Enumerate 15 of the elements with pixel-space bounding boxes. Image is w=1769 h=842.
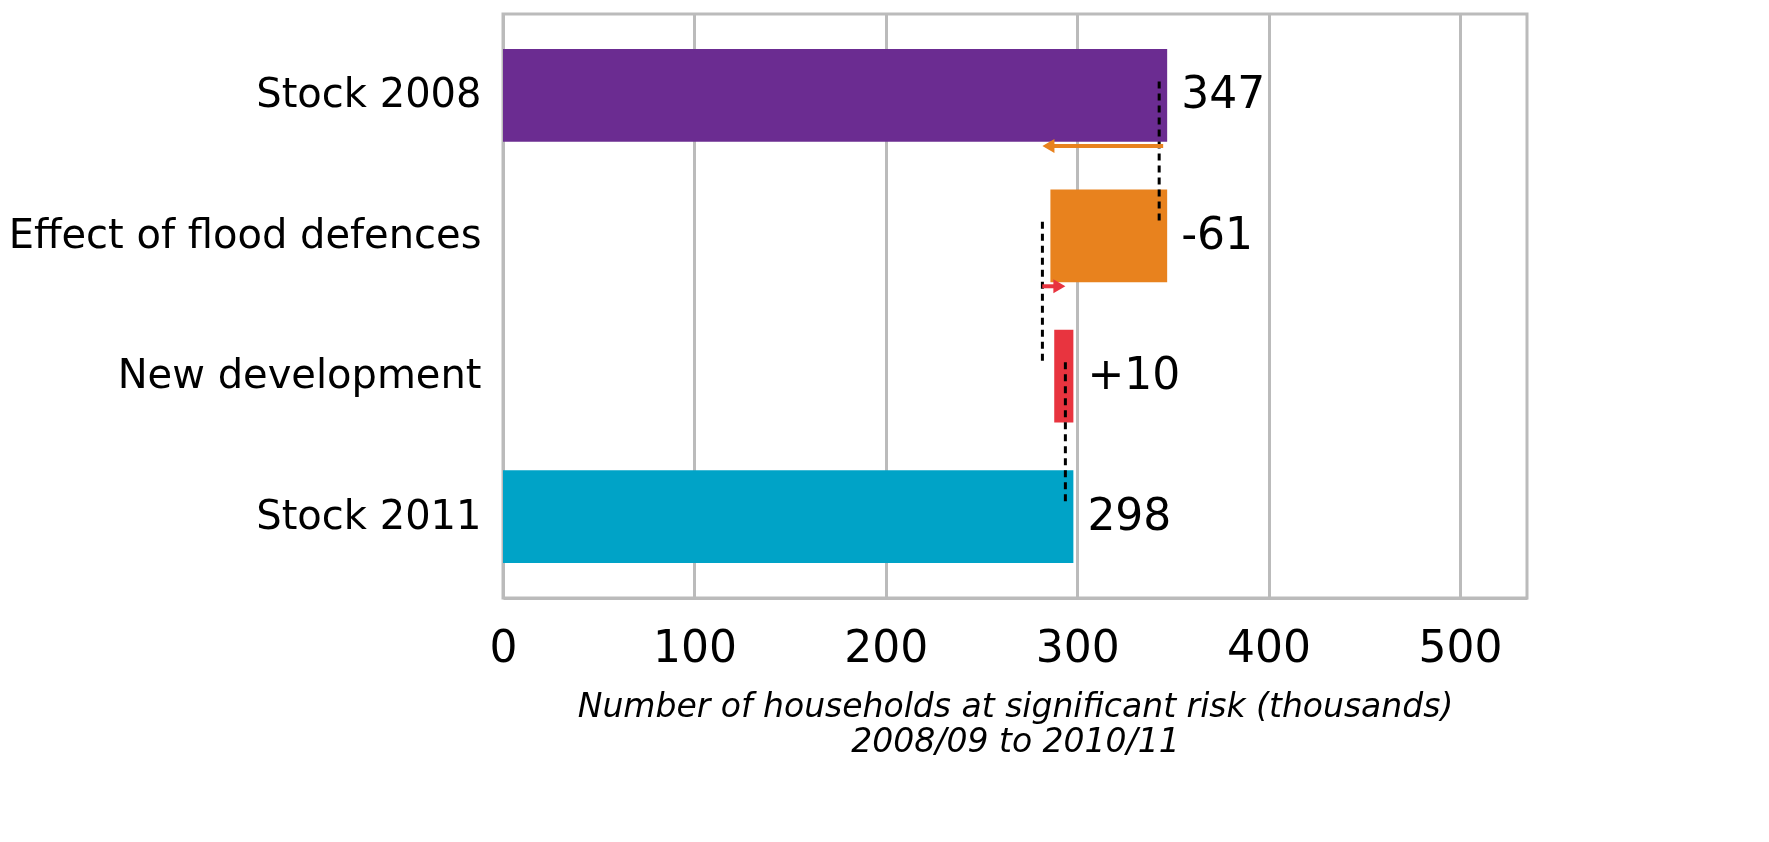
x-tick-label: 400 xyxy=(1227,620,1312,672)
data-label: 347 xyxy=(1181,67,1266,119)
y-tick-label: Stock 2008 xyxy=(256,70,482,117)
data-label: +10 xyxy=(1087,348,1181,400)
x-tick-label: 500 xyxy=(1418,620,1503,672)
y-tick-label: Stock 2011 xyxy=(256,491,482,538)
data-label: 298 xyxy=(1087,488,1172,540)
x-tick-label: 100 xyxy=(652,620,737,672)
x-axis-title: Number of households at significant risk (thousands) 2008/09 to 2010/11 xyxy=(577,685,1454,760)
y-tick-label: New development xyxy=(117,351,482,398)
y-tick-label: Effect of flood defences xyxy=(8,210,482,257)
data-label: -61 xyxy=(1181,207,1254,259)
x-tick-label: 300 xyxy=(1035,620,1120,672)
x-tick-label: 0 xyxy=(489,620,518,672)
x-tick-label: 200 xyxy=(844,620,929,672)
